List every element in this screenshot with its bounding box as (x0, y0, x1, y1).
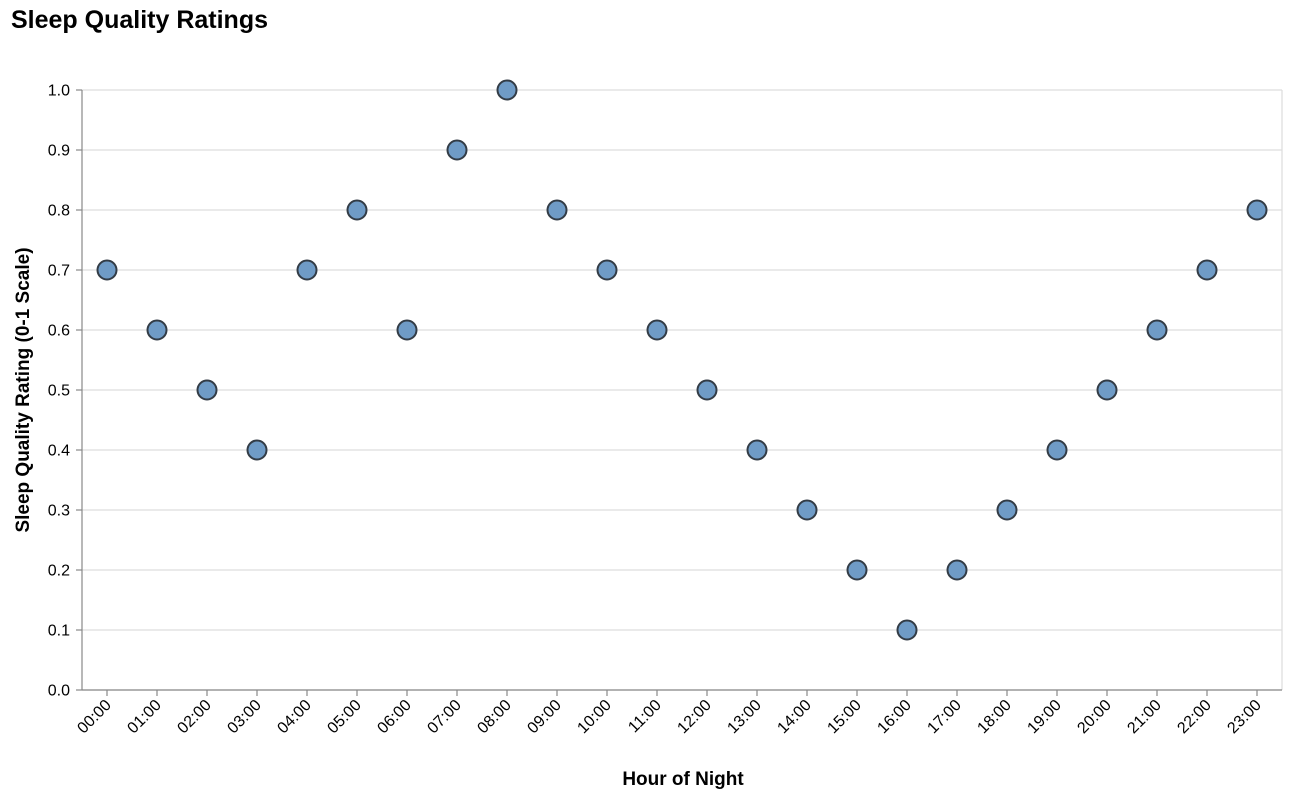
x-tick-label: 08:00 (474, 697, 514, 737)
y-tick-label: 0.5 (48, 383, 70, 400)
y-tick-label: 1.0 (48, 83, 70, 100)
x-tick-label: 06:00 (374, 697, 414, 737)
data-point[interactable] (496, 79, 518, 101)
y-tick-label: 0.2 (48, 563, 70, 580)
data-point[interactable] (1146, 319, 1168, 341)
x-tick-label: 05:00 (324, 697, 364, 737)
x-tick-label: 21:00 (1124, 697, 1164, 737)
data-point[interactable] (646, 319, 668, 341)
data-point[interactable] (196, 379, 218, 401)
x-tick-label: 16:00 (874, 697, 914, 737)
x-tick-label: 03:00 (224, 697, 264, 737)
y-tick-label: 0.6 (48, 323, 70, 340)
x-tick-label: 07:00 (424, 697, 464, 737)
data-point[interactable] (996, 499, 1018, 521)
x-tick-label: 04:00 (274, 697, 314, 737)
data-point[interactable] (1196, 259, 1218, 281)
x-tick-label: 13:00 (724, 697, 764, 737)
x-tick-label: 17:00 (924, 697, 964, 737)
y-tick-label: 0.4 (48, 443, 70, 460)
x-tick-label: 19:00 (1024, 697, 1064, 737)
x-tick-label: 09:00 (524, 697, 564, 737)
data-point[interactable] (396, 319, 418, 341)
x-tick-label: 20:00 (1074, 697, 1114, 737)
x-tick-label: 15:00 (824, 697, 864, 737)
x-tick-label: 14:00 (774, 697, 814, 737)
grid-lines (82, 89, 1283, 691)
x-tick-labels: 00:00 01:00 02:00 03:00 04:00 05:00 06:00 07:00… (74, 697, 1264, 737)
data-point[interactable] (746, 439, 768, 461)
y-tick-labels: 0.0 0.1 0.2 0.3 0.4 0.5 0.6 0.7 0.8 0.9 1.0 (48, 83, 70, 700)
y-tick-label: 0.3 (48, 503, 70, 520)
x-tick-label: 10:00 (574, 697, 614, 737)
x-tick-label: 00:00 (74, 697, 114, 737)
data-point[interactable] (96, 259, 118, 281)
x-tick-label: 02:00 (174, 697, 214, 737)
data-point[interactable] (246, 439, 268, 461)
x-tick-label: 12:00 (674, 697, 714, 737)
x-tick-label: 22:00 (1174, 697, 1214, 737)
y-tick-label: 0.8 (48, 203, 70, 220)
data-point[interactable] (846, 559, 868, 581)
chart-title: Sleep Quality Ratings (11, 6, 269, 34)
x-tick-label: 18:00 (974, 697, 1014, 737)
x-tick-label: 01:00 (124, 697, 164, 737)
data-point[interactable] (1246, 199, 1268, 221)
x-axis-title: Hour of Night (622, 769, 744, 790)
y-tick-label: 0.9 (48, 143, 70, 160)
data-point[interactable] (896, 619, 918, 641)
data-point[interactable] (946, 559, 968, 581)
data-point[interactable] (346, 199, 368, 221)
x-tick-label: 11:00 (625, 697, 665, 737)
data-point[interactable] (446, 139, 468, 161)
data-point[interactable] (796, 499, 818, 521)
data-point[interactable] (296, 259, 318, 281)
y-tick-label: 0.1 (48, 623, 70, 640)
x-tick-label: 23:00 (1224, 697, 1264, 737)
y-tick-label: 0.7 (48, 263, 70, 280)
data-point[interactable] (1046, 439, 1068, 461)
data-points (96, 79, 1268, 641)
y-tick-label: 0.0 (48, 683, 70, 700)
data-point[interactable] (546, 199, 568, 221)
data-point[interactable] (696, 379, 718, 401)
axes (76, 89, 1282, 696)
y-axis-title: Sleep Quality Rating (0-1 Scale) (13, 247, 34, 532)
data-point[interactable] (146, 319, 168, 341)
data-point[interactable] (1096, 379, 1118, 401)
data-point[interactable] (596, 259, 618, 281)
